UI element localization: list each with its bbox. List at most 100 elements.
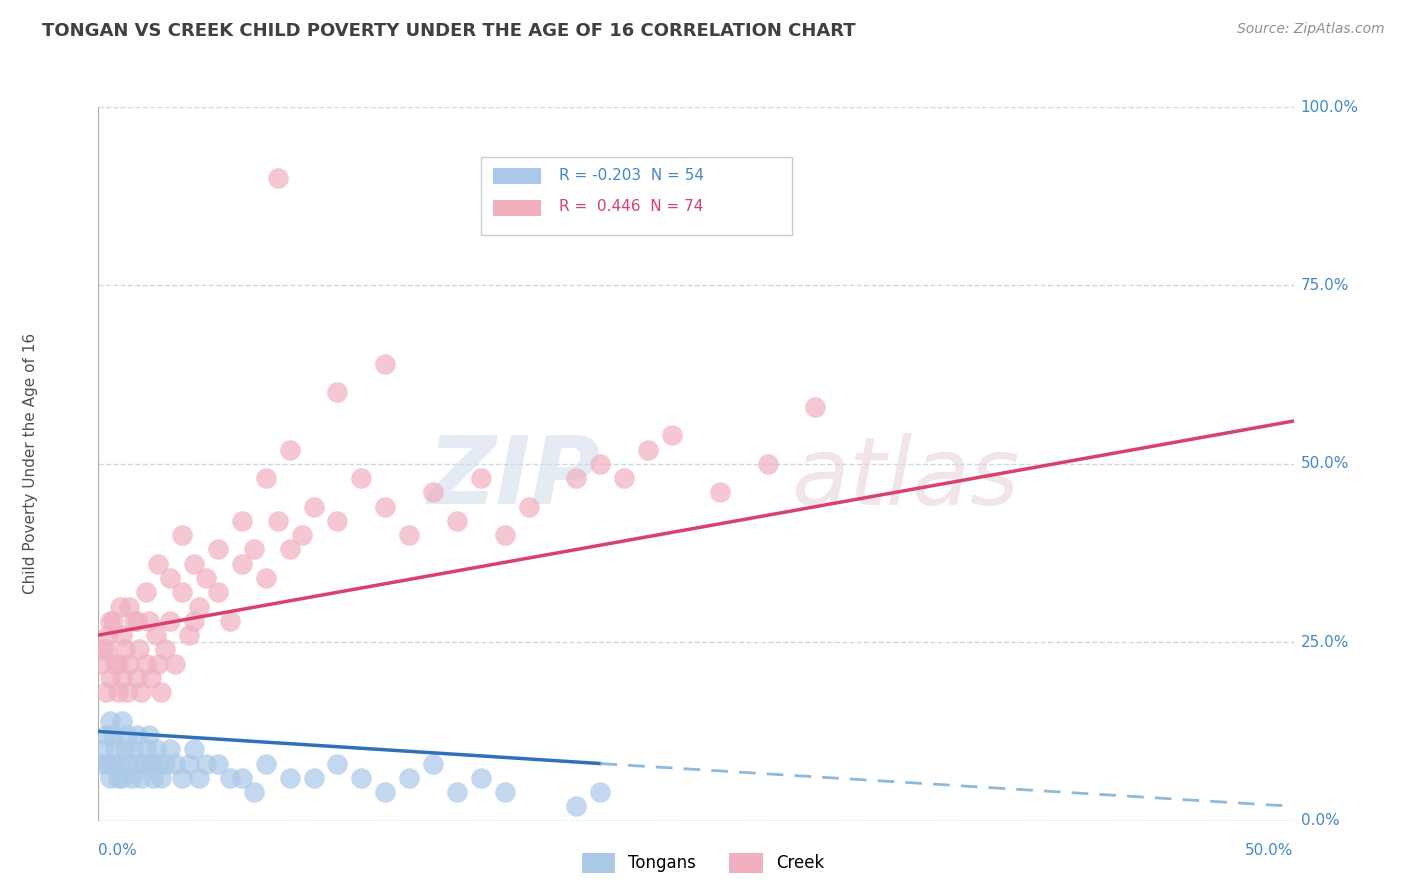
Point [179,628,201,642]
Point [194,756,217,771]
Point [139,671,162,685]
Point [163,657,186,671]
Point [108,599,131,614]
Point [90,657,112,671]
Point [91,742,114,756]
Point [172,771,194,785]
Point [219,771,242,785]
Point [159,742,181,756]
Point [104,657,127,671]
Point [302,771,325,785]
Point [111,628,134,642]
Point [194,571,217,585]
Point [290,528,312,542]
Point [149,685,172,699]
Point [326,385,349,400]
Point [637,442,659,457]
Point [219,614,242,628]
Text: 100.0%: 100.0% [1301,100,1358,114]
Point [661,428,683,442]
Point [183,742,205,756]
Point [108,756,131,771]
Point [446,785,468,799]
Text: atlas: atlas [792,433,1019,524]
Point [422,485,444,500]
Point [187,599,209,614]
Point [374,357,396,371]
Point [374,785,396,799]
Point [148,557,170,571]
Point [613,471,636,485]
Point [118,756,141,771]
Point [565,799,588,814]
Bar [481,157,792,235]
Point [98,714,122,728]
Point [139,756,162,771]
Point [132,756,155,771]
Point [398,771,420,785]
Point [138,728,160,742]
Point [159,571,181,585]
Point [374,500,396,514]
Point [709,485,731,500]
Point [118,599,141,614]
Point [326,756,349,771]
Point [231,771,253,785]
Point [231,514,253,528]
Point [155,756,177,771]
Point [302,500,325,514]
Point [125,614,148,628]
Text: Child Poverty Under the Age of 16: Child Poverty Under the Age of 16 [24,334,38,594]
Point [756,457,779,471]
Point [131,771,153,785]
Point [94,685,117,699]
Point [172,528,194,542]
Point [179,756,201,771]
Point [104,742,127,756]
Point [350,771,373,785]
Point [350,471,373,485]
Point [124,614,146,628]
Point [148,756,170,771]
Point [90,756,112,771]
Point [254,471,277,485]
Point [254,571,277,585]
Point [187,771,209,785]
Point [267,514,290,528]
Point [98,614,122,628]
Point [422,756,444,771]
Point [107,657,129,671]
Point [94,642,117,657]
Point [565,471,588,485]
Point [107,685,129,699]
Point [128,756,150,771]
Bar [494,169,540,184]
Point [125,671,148,685]
Point [124,742,146,756]
Point [114,642,136,657]
Point [115,685,138,699]
Text: 0.0%: 0.0% [98,843,138,858]
Point [107,771,129,785]
Point [326,514,349,528]
Point [97,628,120,642]
Point [155,642,177,657]
Text: 50.0%: 50.0% [1246,843,1294,858]
Text: R =  0.446  N = 74: R = 0.446 N = 74 [558,200,703,214]
Point [114,742,136,756]
Point [142,771,165,785]
Point [207,756,229,771]
Point [128,642,150,657]
Point [101,756,124,771]
Point [135,742,157,756]
Point [115,728,138,742]
Point [517,500,540,514]
Point [470,471,492,485]
Point [470,771,492,785]
Point [98,771,122,785]
Text: ZIP: ZIP [427,432,600,524]
Point [398,528,420,542]
Point [118,657,141,671]
Point [149,771,172,785]
Point [172,585,194,599]
